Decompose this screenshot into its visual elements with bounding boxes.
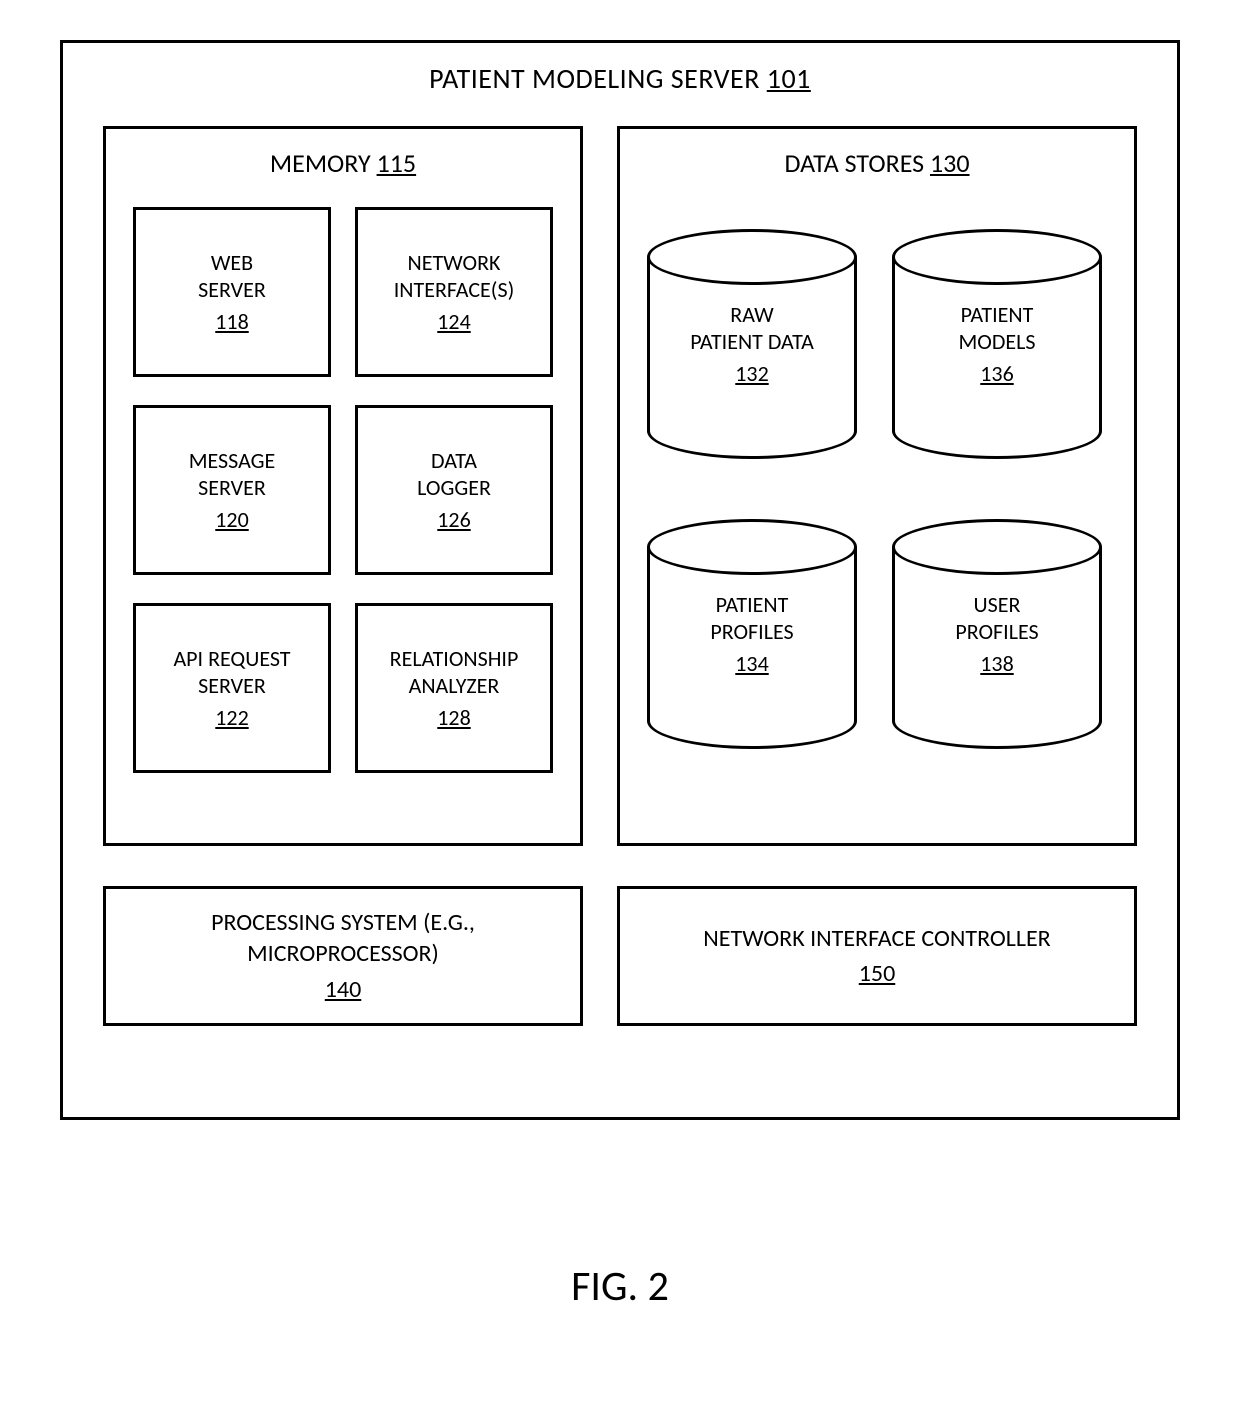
- patient-models-body: PATIENTMODELS 136: [892, 257, 1102, 431]
- server-title: PATIENT MODELING SERVER 101: [63, 61, 1177, 96]
- api-request-server-label: API REQUESTSERVER: [173, 645, 290, 700]
- data-logger-box: DATALOGGER 126: [355, 405, 553, 575]
- data-logger-num: 126: [437, 506, 470, 534]
- patient-profiles-cylinder: PATIENTPROFILES 134: [647, 519, 857, 749]
- network-interface-controller-box: NETWORK INTERFACE CONTROLLER 150: [617, 886, 1137, 1026]
- data-stores-grid: RAWPATIENT DATA 132 PATIENTMODELS 136: [647, 229, 1107, 749]
- patient-profiles-label: PATIENTPROFILES: [710, 591, 793, 646]
- patient-models-num: 136: [980, 360, 1013, 388]
- processing-system-num: 140: [325, 974, 362, 1005]
- data-logger-label: DATALOGGER: [417, 447, 491, 502]
- bottom-row: PROCESSING SYSTEM (E.G.,MICROPROCESSOR) …: [63, 886, 1177, 1026]
- network-interfaces-num: 124: [437, 308, 470, 336]
- memory-grid: WEBSERVER 118 NETWORKINTERFACE(S) 124 ME…: [133, 207, 553, 773]
- raw-patient-data-body: RAWPATIENT DATA 132: [647, 257, 857, 431]
- nic-num: 150: [859, 958, 896, 989]
- raw-patient-data-cylinder: RAWPATIENT DATA 132: [647, 229, 857, 459]
- patient-modeling-server-box: PATIENT MODELING SERVER 101 MEMORY 115 W…: [60, 40, 1180, 1120]
- memory-title-text: MEMORY: [270, 147, 371, 179]
- api-request-server-box: API REQUESTSERVER 122: [133, 603, 331, 773]
- network-interfaces-label: NETWORKINTERFACE(S): [394, 249, 515, 304]
- web-server-box: WEBSERVER 118: [133, 207, 331, 377]
- figure-label: FIG. 2: [0, 1261, 1240, 1312]
- web-server-num: 118: [215, 308, 248, 336]
- user-profiles-num: 138: [980, 650, 1013, 678]
- processing-system-label: PROCESSING SYSTEM (E.G.,MICROPROCESSOR): [211, 907, 475, 969]
- web-server-label: WEBSERVER: [198, 249, 266, 304]
- relationship-analyzer-box: RELATIONSHIPANALYZER 128: [355, 603, 553, 773]
- memory-box: MEMORY 115 WEBSERVER 118 NETWORKINTERFAC…: [103, 126, 583, 846]
- api-request-server-num: 122: [215, 704, 248, 732]
- network-interfaces-box: NETWORKINTERFACE(S) 124: [355, 207, 553, 377]
- server-title-num: 101: [767, 61, 811, 96]
- message-server-box: MESSAGESERVER 120: [133, 405, 331, 575]
- server-title-text: PATIENT MODELING SERVER: [429, 61, 760, 96]
- memory-title-num: 115: [377, 147, 417, 179]
- relationship-analyzer-label: RELATIONSHIPANALYZER: [390, 645, 519, 700]
- patient-profiles-body: PATIENTPROFILES 134: [647, 547, 857, 721]
- data-stores-title: DATA STORES 130: [784, 147, 969, 179]
- patient-models-cylinder: PATIENTMODELS 136: [892, 229, 1102, 459]
- user-profiles-body: USERPROFILES 138: [892, 547, 1102, 721]
- columns: MEMORY 115 WEBSERVER 118 NETWORKINTERFAC…: [63, 126, 1177, 846]
- nic-label: NETWORK INTERFACE CONTROLLER: [703, 923, 1050, 954]
- data-stores-box: DATA STORES 130 RAWPATIENT DATA 132 PATI…: [617, 126, 1137, 846]
- patient-profiles-num: 134: [735, 650, 768, 678]
- data-stores-title-num: 130: [930, 147, 970, 179]
- memory-title: MEMORY 115: [270, 147, 416, 179]
- user-profiles-label: USERPROFILES: [955, 591, 1038, 646]
- message-server-label: MESSAGESERVER: [189, 447, 276, 502]
- user-profiles-cylinder: USERPROFILES 138: [892, 519, 1102, 749]
- patient-models-label: PATIENTMODELS: [958, 301, 1035, 356]
- raw-patient-data-num: 132: [735, 360, 768, 388]
- data-stores-title-text: DATA STORES: [784, 147, 924, 179]
- relationship-analyzer-num: 128: [437, 704, 470, 732]
- message-server-num: 120: [215, 506, 248, 534]
- processing-system-box: PROCESSING SYSTEM (E.G.,MICROPROCESSOR) …: [103, 886, 583, 1026]
- raw-patient-data-label: RAWPATIENT DATA: [690, 301, 814, 356]
